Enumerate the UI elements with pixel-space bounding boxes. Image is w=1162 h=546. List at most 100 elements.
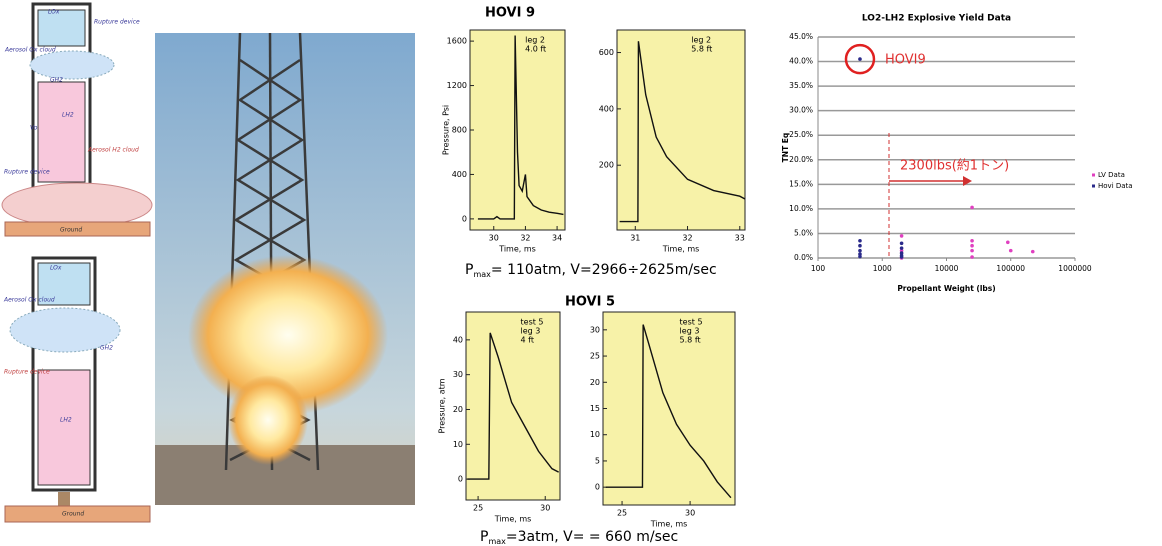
y-tick-label: 30.0% [789, 106, 813, 115]
annotation: 2300lbs(約1トン) [900, 159, 1009, 174]
diagram-label: LH2 [60, 417, 72, 424]
x-tick-label: 32 [682, 234, 692, 243]
x-tick-label: 33 [735, 234, 745, 243]
diagram-label: Ground [60, 227, 82, 234]
x-tick-label: 30 [489, 234, 499, 243]
y-tick-label: 0.0% [794, 253, 813, 262]
data-point [1009, 249, 1013, 253]
data-point [900, 234, 904, 238]
diagram-label: GH2 [100, 345, 113, 352]
chart-title: LO2-LH2 Explosive Yield Data [862, 14, 1011, 24]
slide: LOx Rupture device Aerosol Ox cloud GH2 … [0, 0, 1162, 546]
x-tick-label: 34 [552, 234, 562, 243]
data-point [970, 244, 974, 248]
data-point [858, 57, 862, 61]
annotation: leg 3 [680, 327, 700, 336]
y-tick-label: 400 [452, 170, 467, 179]
y-tick-label: 30 [590, 325, 600, 334]
legend-swatch [1092, 174, 1095, 177]
plot-area [617, 30, 745, 230]
panel-title: HOVI 9 [485, 6, 535, 21]
y-tick-label: 25.0% [789, 130, 813, 139]
y-tick-label: 35.0% [789, 81, 813, 90]
diagram-label: Aerosol H2 cloud [87, 147, 139, 154]
data-point [970, 255, 974, 259]
annotation: leg 2 [691, 36, 711, 45]
y-axis-label: Pressure, Psi [442, 105, 451, 155]
y-tick-label: 20.0% [789, 155, 813, 164]
data-point [858, 244, 862, 248]
x-tick-label: 1000000 [1058, 264, 1092, 273]
x-tick-label: 31 [630, 234, 640, 243]
y-tick-label: 1600 [447, 37, 467, 46]
x-tick-label: 100000 [996, 264, 1025, 273]
data-point [970, 206, 974, 210]
y-tick-label: 800 [452, 126, 467, 135]
data-point [970, 239, 974, 243]
x-tick-label: 25 [473, 504, 483, 513]
data-point [858, 255, 862, 259]
y-tick-label: 30 [453, 370, 463, 379]
x-axis-label: Time, ms [494, 515, 532, 524]
caption-rest: = 110atm, V=2966÷2625m/sec [491, 262, 717, 278]
y-tick-label: 15 [590, 404, 600, 413]
data-point [1006, 240, 1010, 244]
caption-rest: =3atm, V= = 660 m/sec [506, 529, 678, 545]
y-tick-label: 0 [458, 475, 463, 484]
y-tick-label: 10 [590, 430, 600, 439]
y-tick-label: 15.0% [789, 179, 813, 188]
y-axis-label: Pressure, atm [438, 378, 447, 433]
x-tick-label: 25 [617, 509, 627, 518]
diagram-label: Ground [62, 511, 84, 518]
diagram-label: LOx [50, 265, 62, 272]
y-axis-label: TNT Eq [781, 133, 790, 163]
y-tick-label: 5.0% [794, 228, 813, 237]
y-tick-label: 1200 [447, 81, 467, 90]
diagram-bottom: LOx Aerosol Ox cloud GH2 Rupture device … [3, 258, 150, 522]
data-point [858, 249, 862, 253]
panel-caption: Pmax=3atm, V= = 660 m/sec [480, 529, 678, 546]
data-point [970, 249, 974, 253]
explosion-photo [155, 33, 415, 505]
caption-sub: max [488, 537, 506, 546]
x-axis-label: Time, ms [498, 245, 536, 254]
legend-swatch [1092, 185, 1095, 188]
x-axis-label: Time, ms [662, 245, 700, 254]
diagram-label: Rupture device [4, 369, 50, 376]
x-tick-label: 10000 [935, 264, 959, 273]
annotation: test 5 [521, 318, 544, 327]
y-tick-label: 40 [453, 335, 463, 344]
legend-label: Hovi Data [1098, 182, 1133, 190]
panel-caption: Pmax= 110atm, V=2966÷2625m/sec [465, 262, 717, 279]
y-tick-label: 5 [595, 456, 600, 465]
annotation: HOVI9 [885, 53, 926, 68]
x-tick-label: 30 [540, 504, 550, 513]
annotation: 4.0 ft [525, 45, 546, 54]
y-tick-label: 400 [599, 104, 614, 113]
annotation: leg 3 [521, 327, 541, 336]
y-tick-label: 20 [453, 405, 463, 414]
x-tick-label: 30 [685, 509, 695, 518]
annotation: 5.8 ft [680, 336, 701, 345]
x-axis-label: Time, ms [650, 520, 688, 529]
x-tick-label: 100 [811, 264, 826, 273]
caption-sub: max [473, 270, 491, 279]
y-tick-label: 40.0% [789, 57, 813, 66]
y-tick-label: 0 [595, 483, 600, 492]
y-tick-label: 20 [590, 378, 600, 387]
diagram-label: Rupture device [4, 169, 50, 176]
annotation: test 5 [680, 318, 703, 327]
x-tick-label: 1000 [873, 264, 892, 273]
diagram-label: Rupture device [94, 19, 140, 26]
data-point [1031, 250, 1035, 254]
y-tick-label: 0 [462, 214, 467, 223]
panel-title: HOVI 5 [565, 295, 615, 310]
annotation: leg 2 [525, 36, 545, 45]
x-axis-label: Propellant Weight (lbs) [897, 284, 995, 293]
y-tick-label: 25 [590, 352, 600, 361]
y-tick-label: 200 [599, 161, 614, 170]
caption-p: P [480, 529, 488, 545]
data-point [900, 241, 904, 245]
diagram-label: GH2 [50, 77, 63, 84]
y-tick-label: 10 [453, 440, 463, 449]
